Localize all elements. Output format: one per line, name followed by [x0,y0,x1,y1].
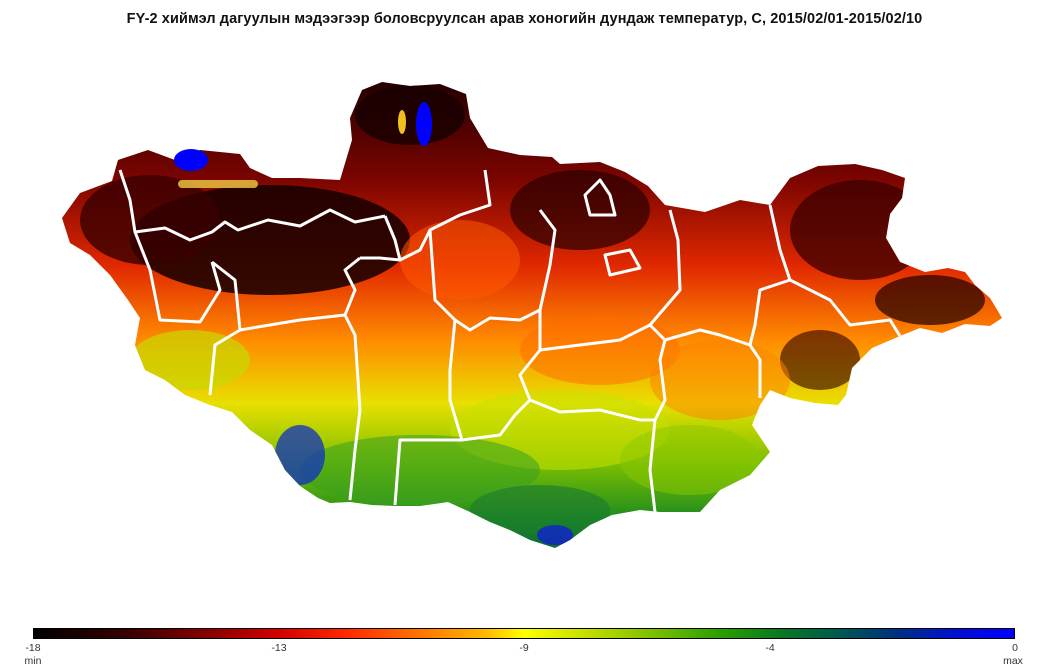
colorbar-tick: -18 [25,642,41,654]
colorbar-max-label: max [1003,655,1023,667]
colorbar-min-label: min [24,655,42,667]
temperature-field [62,82,1002,548]
map-title: FY-2 хиймэл дагуулын мэдээгээр боловсруу… [126,11,923,27]
lake-darkhad [398,110,406,134]
temperature-map [62,82,1002,548]
colorbar-tick: -4 [765,642,775,654]
lake-strip [178,180,258,188]
province-boundaries [118,169,902,513]
colorbar-tick: -9 [519,642,529,654]
lake-uvs [174,149,208,171]
colorbar-tick: 0 [1012,642,1018,654]
colorbar-tick: -13 [271,642,287,654]
lake-khuvsgul [416,102,432,146]
colorbar [33,628,1015,639]
